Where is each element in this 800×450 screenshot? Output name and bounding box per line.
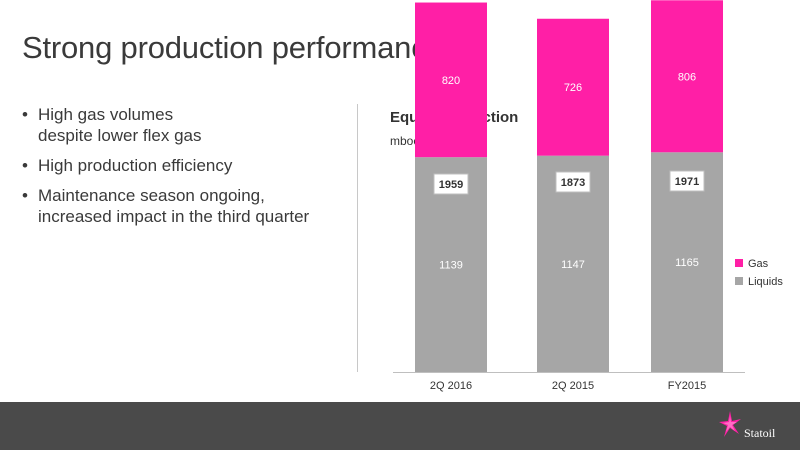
data-label: 1165 (675, 257, 699, 269)
bullet-dot: • (22, 186, 28, 205)
bullet-item: • High production efficiency (22, 155, 342, 176)
slide-title: Strong production performance (22, 30, 444, 65)
total-box (669, 170, 705, 192)
brand-name: Statoil (744, 426, 776, 440)
bar-segment-gas (651, 0, 723, 153)
x-tick-label: 2Q 2015 (552, 380, 594, 392)
bullet-text: High gas volumes (38, 105, 174, 124)
bullet-item: • Maintenance season ongoing, increased … (22, 185, 342, 227)
star-logo-icon (719, 411, 741, 437)
total-box (555, 171, 591, 193)
total-label: 1971 (675, 176, 699, 188)
bullet-dot: • (22, 156, 28, 175)
statoil-logo: Statoil (718, 410, 788, 444)
x-tick-label: FY2015 (668, 380, 707, 392)
legend-swatch (735, 259, 743, 267)
bullet-text: Maintenance season ongoing, (38, 186, 265, 205)
bullet-item: • High gas volumes despite lower flex ga… (22, 104, 342, 146)
stacked-bar-chart: 1139 820 1959 2Q 2016 1147 726 1873 2Q 2015 1165… (393, 0, 783, 392)
bullet-dot: • (22, 105, 28, 124)
legend-label: Liquids (748, 276, 783, 288)
bullet-text: High production efficiency (38, 156, 233, 175)
total-box (433, 173, 469, 195)
bullet-list: • High gas volumes despite lower flex ga… (22, 104, 342, 236)
total-label: 1873 (561, 177, 585, 189)
x-tick-label: 2Q 2016 (430, 380, 472, 392)
data-label: 1139 (439, 260, 463, 272)
data-label: 1147 (561, 259, 585, 271)
column-divider (357, 104, 358, 372)
bar-segment-gas (537, 18, 609, 156)
data-label: 820 (442, 75, 460, 87)
bar-segment-gas (415, 2, 487, 158)
bullet-text: increased impact in the third quarter (38, 207, 310, 226)
data-label: 726 (564, 82, 582, 94)
legend-label: Gas (748, 258, 769, 270)
footer-bar: Statoil (0, 402, 800, 450)
total-label: 1959 (439, 179, 463, 191)
legend-swatch (735, 277, 743, 285)
bullet-text: despite lower flex gas (38, 126, 202, 145)
data-label: 806 (678, 71, 696, 83)
